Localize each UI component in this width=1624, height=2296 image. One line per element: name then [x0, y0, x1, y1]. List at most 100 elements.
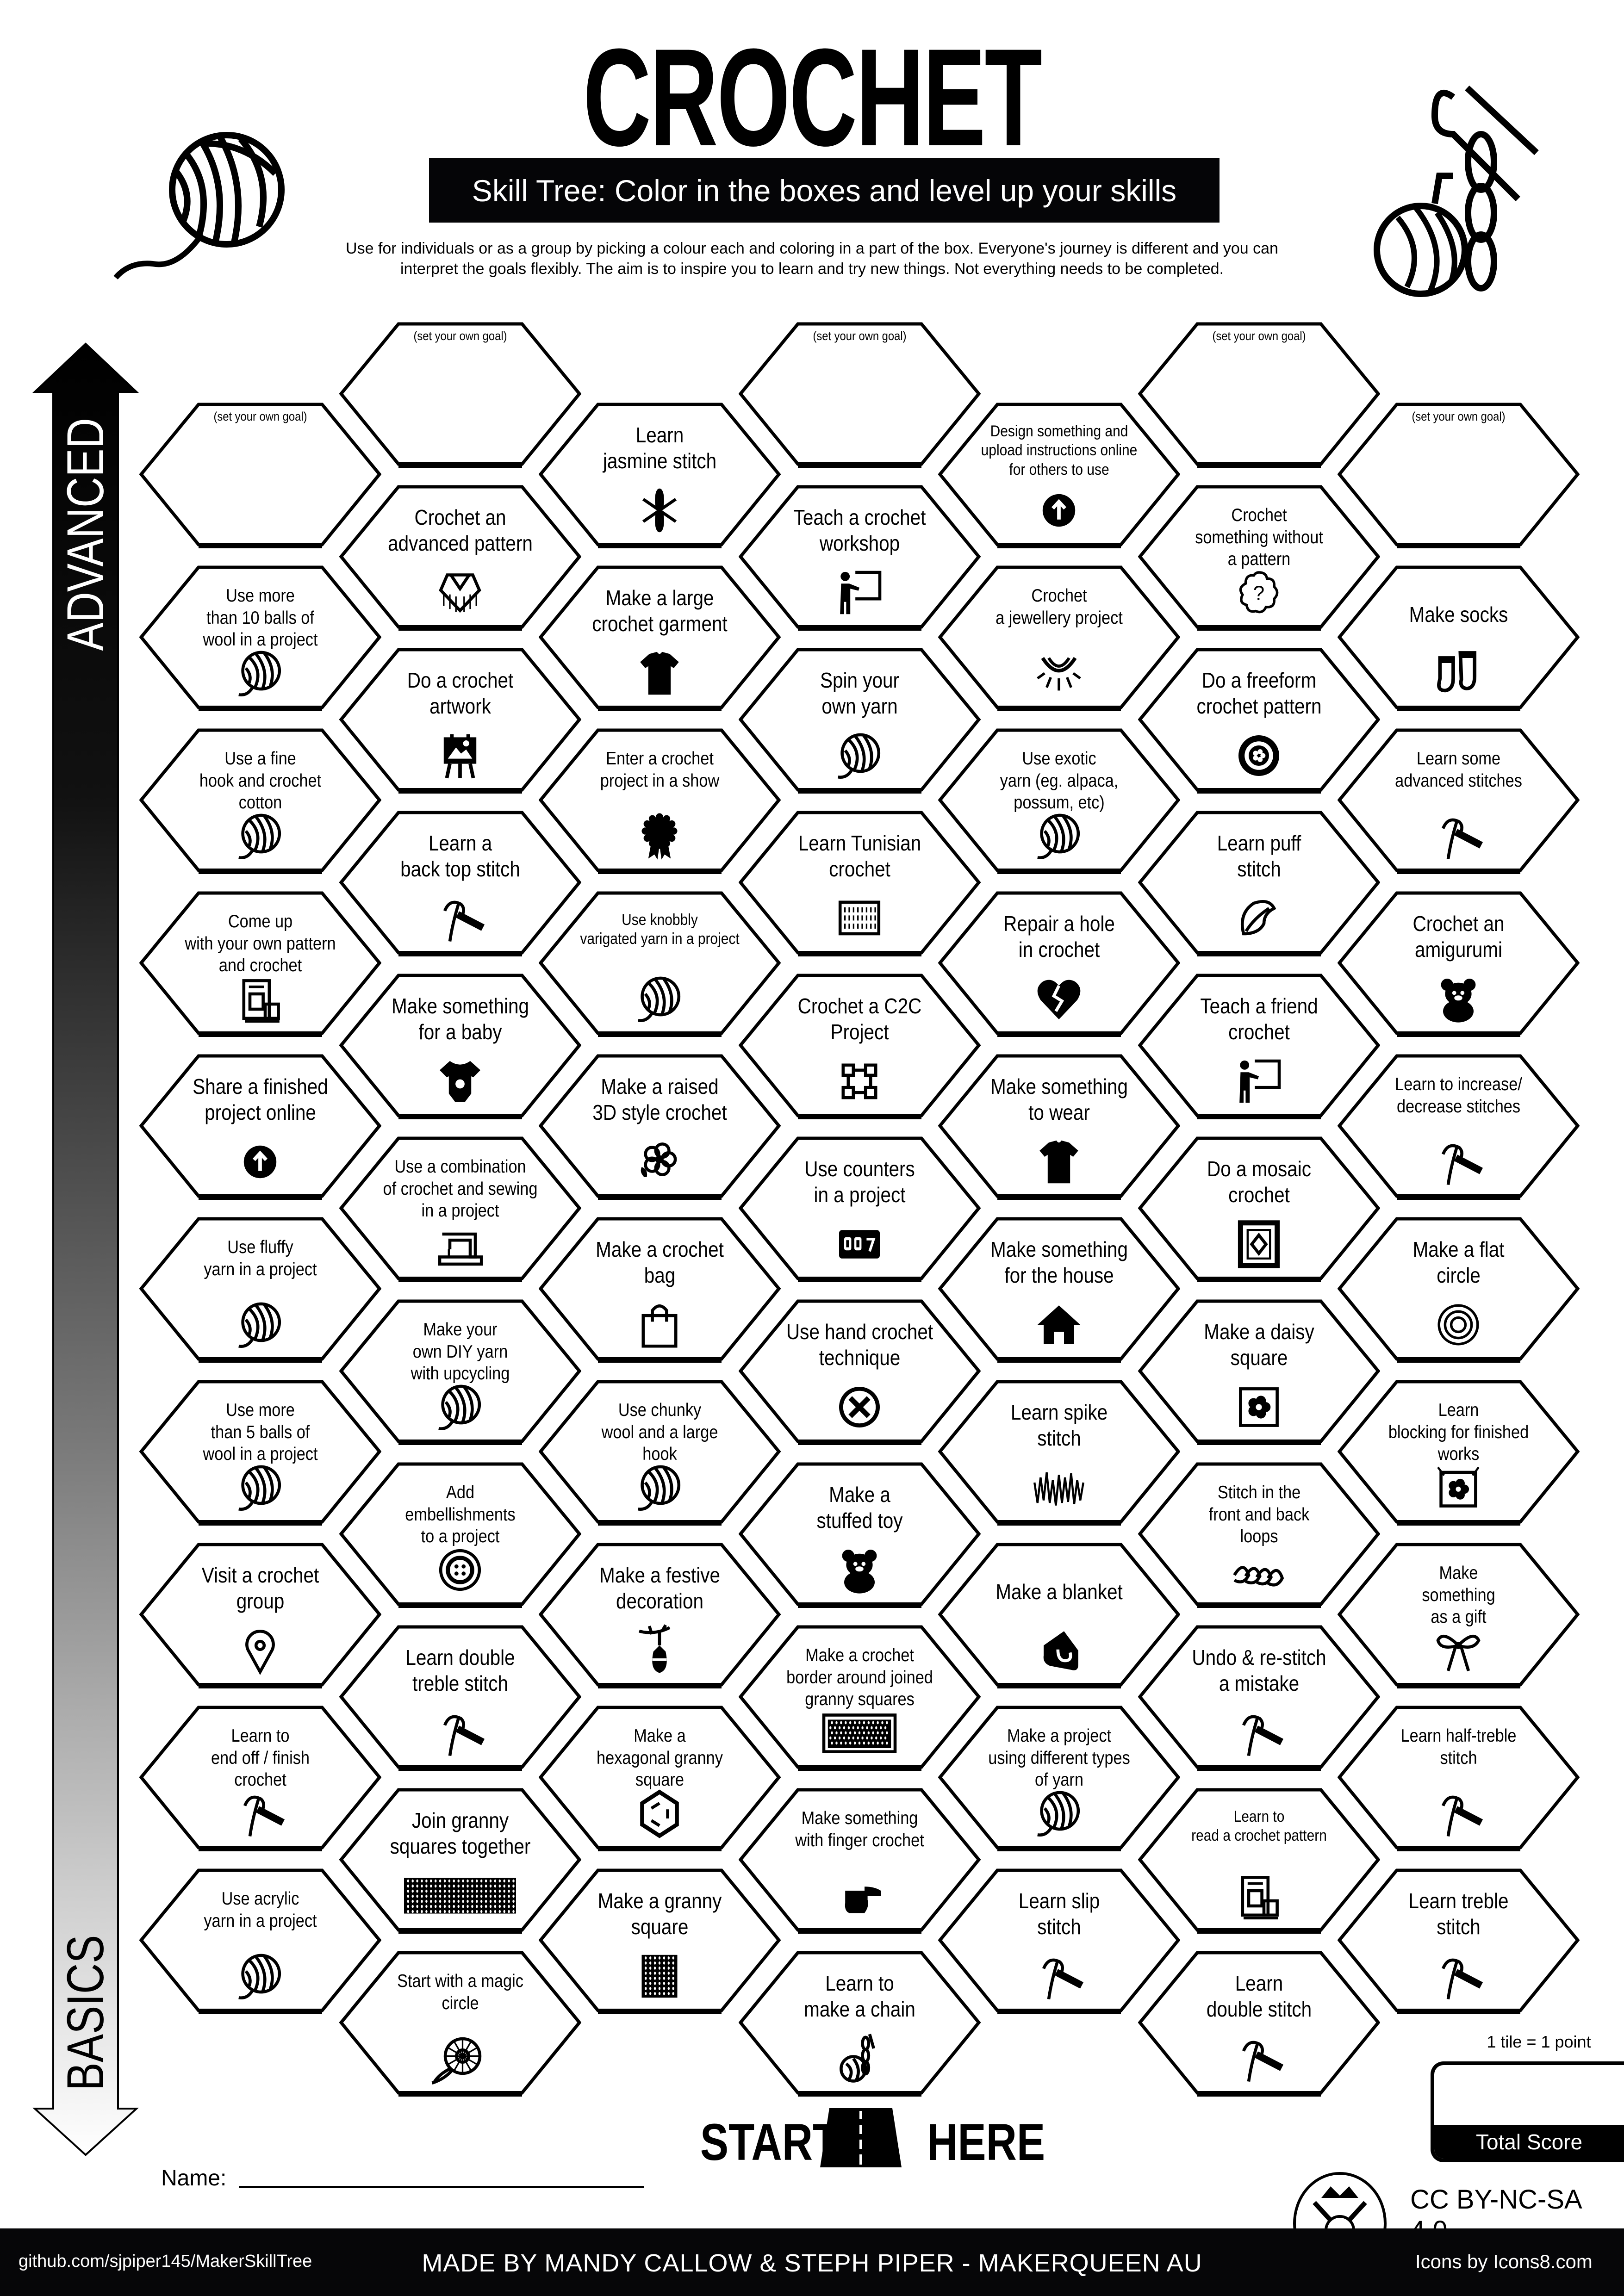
skill-hex[interactable]: Make socks [1338, 565, 1580, 711]
hex-outline [539, 565, 781, 711]
skill-hex[interactable]: Crochet an amigurumi [1338, 891, 1580, 1037]
skill-hex[interactable]: Learn to read a crochet pattern [1138, 1788, 1380, 1934]
skill-hex[interactable]: Learn to make a chain [738, 1951, 981, 2097]
skill-hex[interactable]: Learn puff stitch [1138, 811, 1380, 956]
skill-hex[interactable]: Learn Tunisian crochet [738, 811, 981, 956]
skill-hex[interactable]: Use counters in a project [738, 1136, 981, 1282]
skill-hex[interactable]: Learn half-treble stitch [1338, 1706, 1580, 1851]
skill-hex[interactable]: Use hand crochet technique [738, 1299, 981, 1445]
skill-hex[interactable]: Join granny squares together [339, 1788, 581, 1934]
skill-hex[interactable]: Come up with your own pattern and croche… [139, 891, 381, 1037]
skill-hex[interactable]: Make a large crochet garment [539, 565, 781, 711]
skill-hex[interactable]: Do a crochet artwork [339, 648, 581, 794]
skill-hex[interactable]: Spin your own yarn [738, 648, 981, 794]
name-field[interactable] [239, 2186, 644, 2188]
hex-outline [139, 1054, 381, 1200]
skill-hex[interactable]: Make a flat circle [1338, 1217, 1580, 1363]
skill-hex[interactable]: Use acrylic yarn in a project [139, 1868, 381, 2014]
skill-hex[interactable]: Learn to end off / finish crochet [139, 1706, 381, 1851]
skill-hex[interactable]: Make something for the house [938, 1217, 1180, 1363]
skill-hex[interactable]: Learn slip stitch [938, 1868, 1180, 2014]
skill-hex[interactable]: Learn jasmine stitch [539, 403, 781, 548]
skill-hex[interactable]: Make a daisy square [1138, 1299, 1380, 1445]
skill-hex[interactable]: Crochet a C2C Project [738, 974, 981, 1119]
hex-outline [139, 565, 381, 711]
skill-hex[interactable]: Undo & re-stitch a mistake [1138, 1625, 1380, 1771]
skill-hex[interactable]: Make something to wear [938, 1054, 1180, 1200]
skill-hex[interactable]: Learn blocking for finished works [1338, 1380, 1580, 1526]
skill-hex[interactable]: Visit a crochet group [139, 1543, 381, 1688]
skill-hex[interactable]: Use a combination of crochet and sewing … [339, 1136, 581, 1282]
skill-hex[interactable]: Crochet an advanced pattern [339, 485, 581, 631]
hex-outline [1138, 485, 1380, 631]
skill-hex[interactable]: (set your own goal) [1138, 322, 1380, 468]
skill-hex[interactable]: Use knobbly varigated yarn in a project [539, 891, 781, 1037]
github-link[interactable]: github.com/sjpiper145/MakerSkillTree [19, 2252, 312, 2271]
skill-hex[interactable]: Make a raised 3D style crochet [539, 1054, 781, 1200]
skill-hex[interactable]: Learn some advanced stitches [1338, 728, 1580, 874]
skill-hex[interactable]: Use more than 5 balls of wool in a proje… [139, 1380, 381, 1526]
t-shirt-icon [640, 652, 679, 695]
skill-hex[interactable]: Do a freeform crochet pattern [1138, 648, 1380, 794]
skill-hex[interactable]: Stitch in the front and back loops [1138, 1462, 1380, 1608]
skill-hex[interactable]: Share a finished project online [139, 1054, 381, 1200]
skill-hex[interactable]: Make a blanket [938, 1543, 1180, 1688]
skill-label: Learn to end off / finish crochet [211, 1726, 310, 1790]
crochet-hook-icon [1441, 1958, 1483, 1999]
skill-label: (set your own goal) [1212, 329, 1306, 343]
skill-hex[interactable]: Learn spike stitch [938, 1380, 1180, 1526]
skill-hex[interactable]: Use more than 10 balls of wool in a proj… [139, 565, 381, 711]
skill-hex[interactable]: Make a stuffed toy [738, 1462, 981, 1608]
hex-outline [539, 1054, 781, 1200]
skill-hex[interactable]: Make something for a baby [339, 974, 581, 1119]
skill-hex[interactable]: Use a fine hook and crochet cotton [139, 728, 381, 874]
skill-hex[interactable]: Make something as a gift [1338, 1543, 1580, 1688]
skill-hex[interactable]: Make a hexagonal granny square [539, 1706, 781, 1851]
skill-hex[interactable]: Use exotic yarn (eg. alpaca, possum, etc… [938, 728, 1180, 874]
skill-hex[interactable]: Learn double stitch [1138, 1951, 1380, 2097]
skill-hex[interactable]: Learn treble stitch [1338, 1868, 1580, 2014]
total-score-box[interactable]: Total Score [1431, 2061, 1624, 2162]
hex-outline [738, 1625, 981, 1771]
skill-label: Make something for a baby [391, 994, 529, 1044]
skill-hex[interactable]: Learn a back top stitch [339, 811, 581, 956]
icons-credit-link[interactable]: Icons by Icons8.com [1415, 2251, 1593, 2272]
skill-label: Undo & re-stitch a mistake [1191, 1645, 1326, 1696]
skill-hex[interactable]: (set your own goal) [339, 322, 581, 468]
skill-hex[interactable]: Learn double treble stitch [339, 1625, 581, 1771]
skill-label: Use chunky wool and a large hook [601, 1400, 718, 1464]
skill-label: Make a stuffed toy [816, 1483, 903, 1533]
skill-hex[interactable]: Crochet something without a pattern? [1138, 485, 1380, 631]
skill-hex[interactable]: Design something and upload instructions… [938, 403, 1180, 548]
skill-hex[interactable]: Make a granny square [539, 1868, 781, 2014]
hex-outline [539, 728, 781, 874]
skill-hex[interactable]: Make a crochet bag [539, 1217, 781, 1363]
skill-hex[interactable]: Start with a magic circle [339, 1951, 581, 2097]
skill-hex[interactable]: Use fluffy yarn in a project [139, 1217, 381, 1363]
tunisian-swatch-icon [838, 900, 880, 936]
hex-outline [1338, 1217, 1580, 1363]
skill-hex[interactable]: Learn to increase/ decrease stitches [1338, 1054, 1580, 1200]
skill-hex[interactable]: Crochet a jewellery project [938, 565, 1180, 711]
skill-hex[interactable]: Make a project using different types of … [938, 1706, 1180, 1851]
skill-hex[interactable]: Teach a friend crochet [1138, 974, 1380, 1119]
skill-hex[interactable]: Teach a crochet workshop [738, 485, 981, 631]
skill-hex[interactable]: Make a crochet border around joined gran… [738, 1625, 981, 1771]
skill-hex[interactable]: (set your own goal) [738, 322, 981, 468]
c2c-grid-icon [841, 1063, 877, 1099]
hex-outline [339, 1625, 581, 1771]
skill-label: Use hand crochet technique [786, 1320, 933, 1370]
skill-hex[interactable]: (set your own goal) [139, 403, 381, 548]
skill-hex[interactable]: Enter a crochet project in a show [539, 728, 781, 874]
skill-hex[interactable]: Make something with finger crochet [738, 1788, 981, 1934]
skill-hex[interactable]: Do a mosaic crochet [1138, 1136, 1380, 1282]
skill-hex[interactable]: Make a festive decoration [539, 1543, 781, 1688]
skill-hex[interactable]: Repair a hole in crochet [938, 891, 1180, 1037]
skill-hex[interactable]: (set your own goal) [1338, 403, 1580, 548]
skill-label: Make a crochet border around joined gran… [786, 1645, 933, 1710]
skill-hex[interactable]: Use chunky wool and a large hook [539, 1380, 781, 1526]
skill-hex[interactable]: Add embellishments to a project [339, 1462, 581, 1608]
puff-leaf-icon [1240, 900, 1276, 936]
skill-hex[interactable]: Make your own DIY yarn with upcycling [339, 1299, 581, 1445]
hex-outline [738, 1951, 981, 2097]
